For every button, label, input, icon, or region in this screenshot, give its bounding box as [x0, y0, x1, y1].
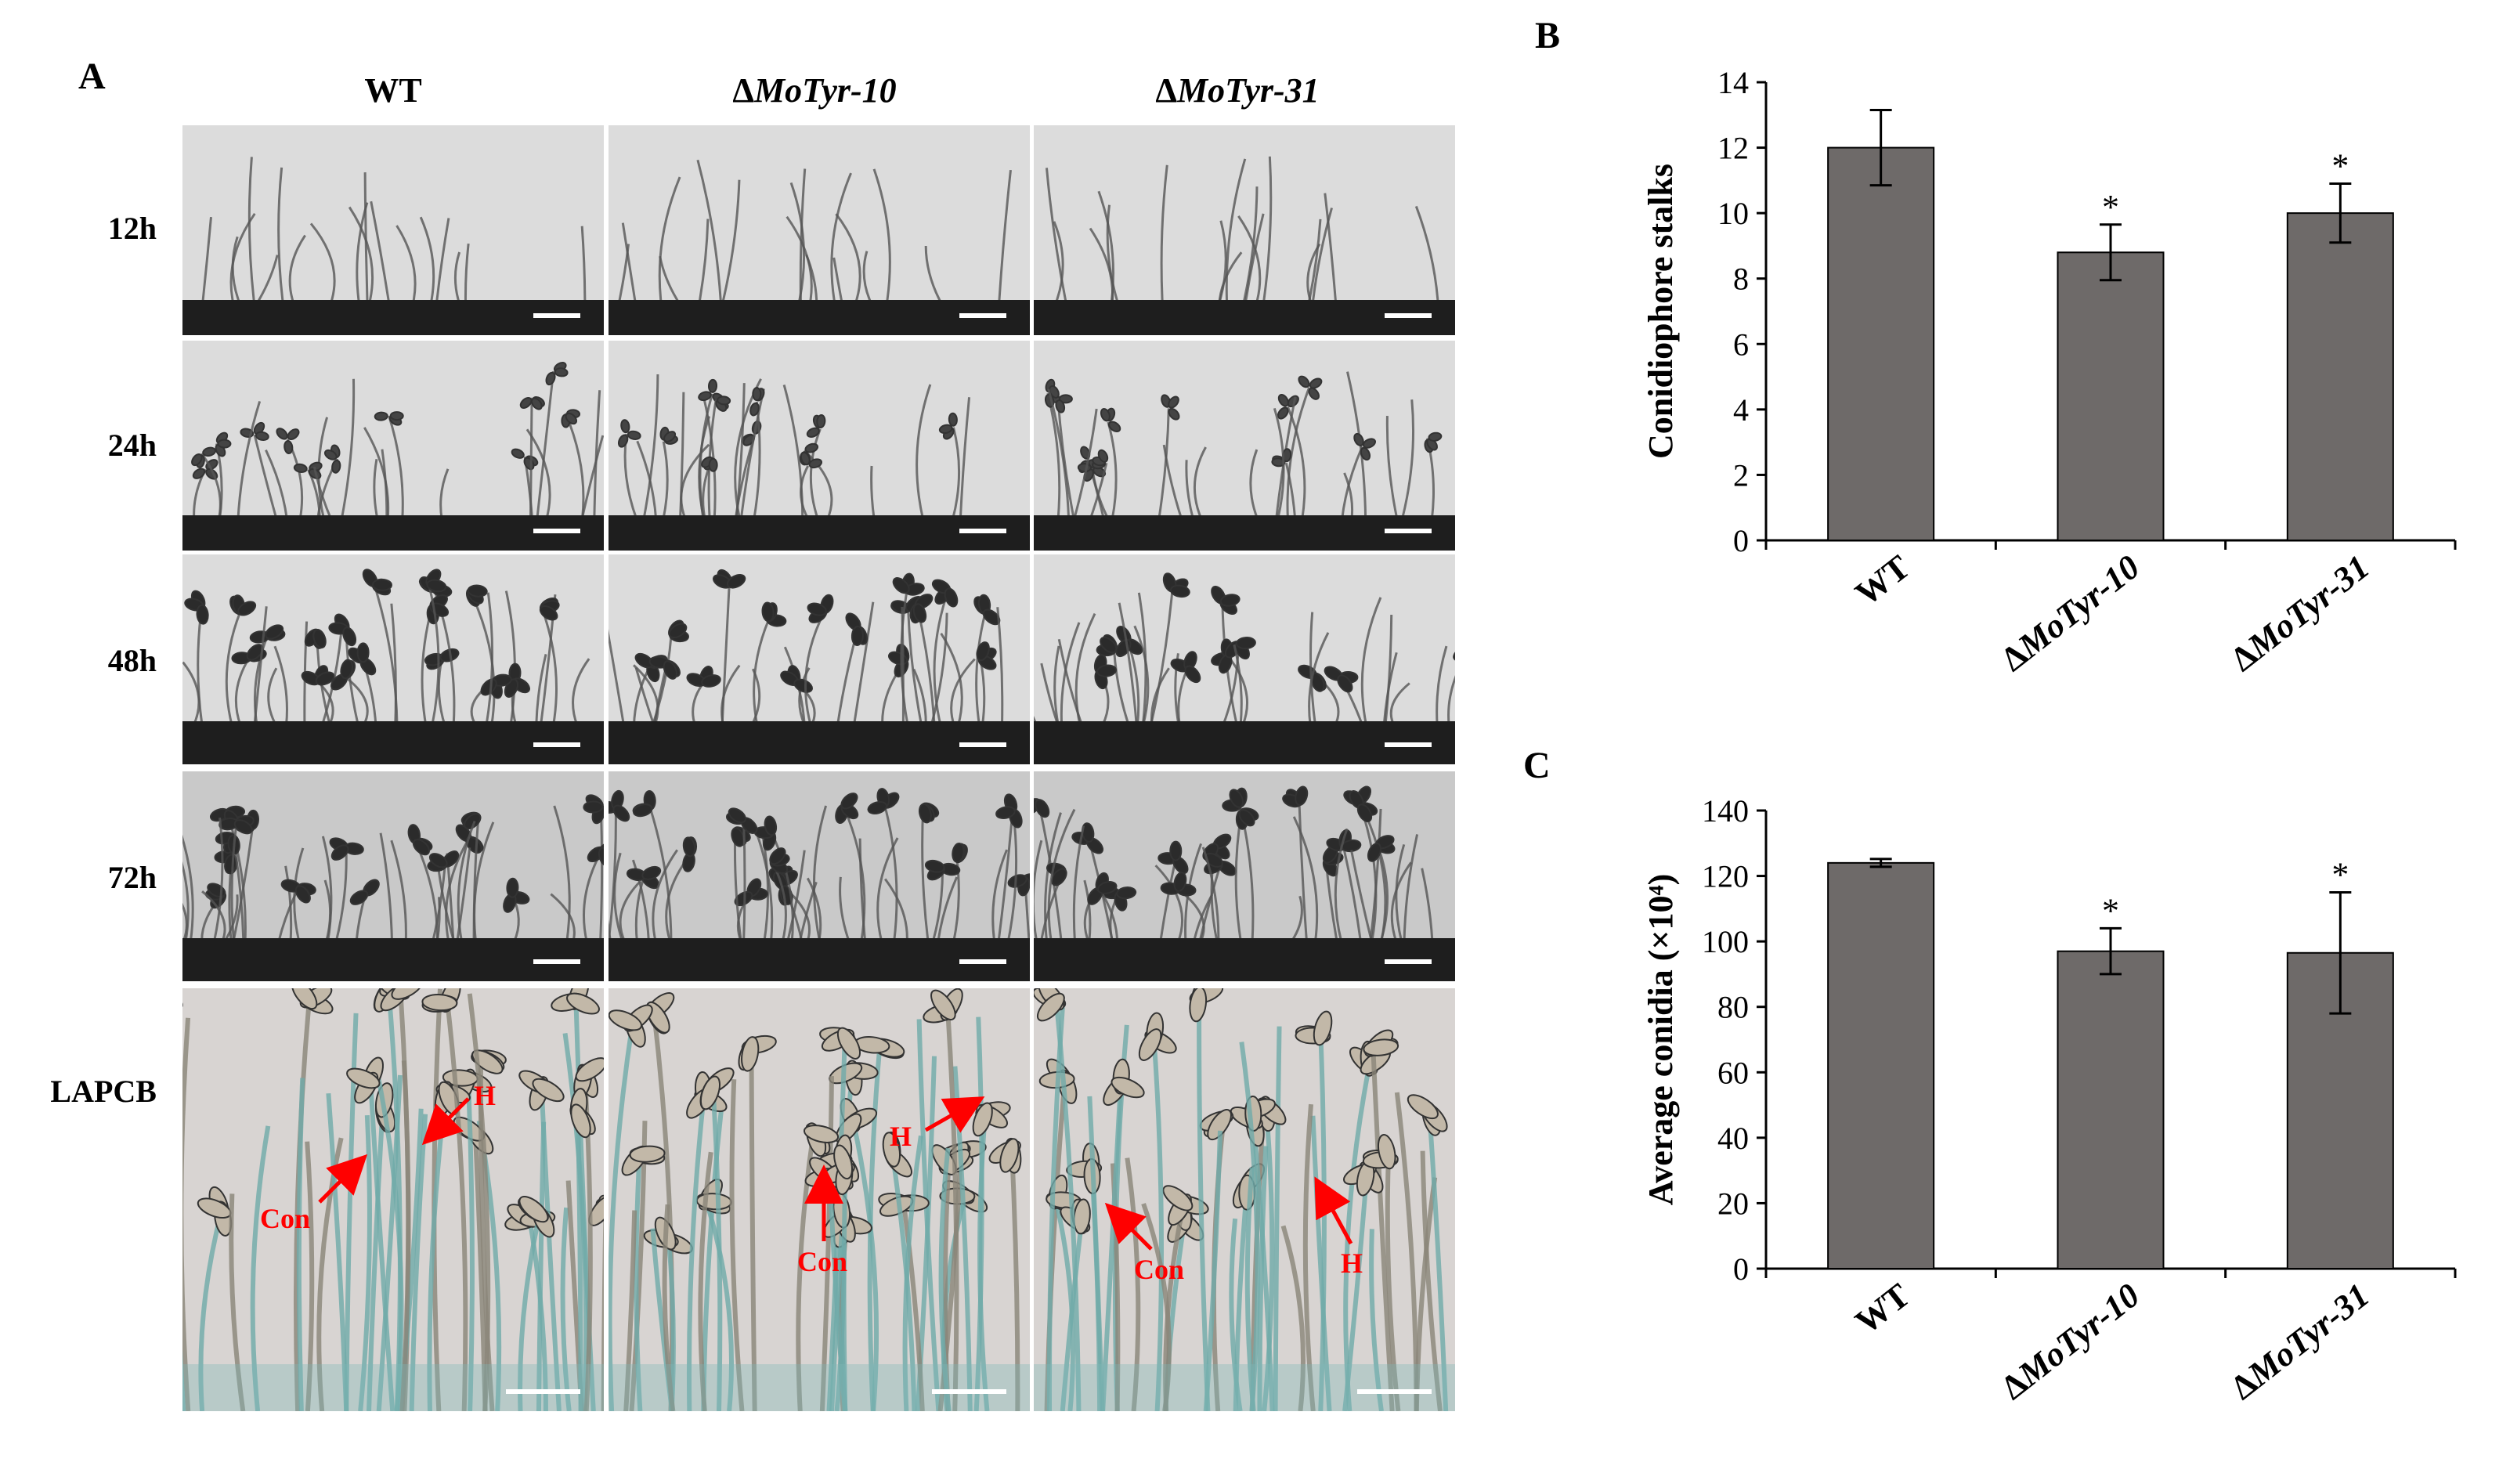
chart-b-bar-2: [2288, 213, 2393, 540]
chart-c-y-tick-label: 120: [1702, 859, 1749, 894]
chart-b-y-tick-label: 10: [1717, 196, 1749, 231]
chart-c-y-tick-label: 20: [1717, 1186, 1749, 1221]
chart-b-y-tick-label: 0: [1733, 523, 1749, 558]
chart-b-x-tick-label-0: WT: [1848, 547, 1917, 613]
chart-b-y-tick-label: 14: [1717, 65, 1749, 100]
chart-c-x-tick-label-2: ΔMoTyr-31: [2223, 1276, 2376, 1406]
chart-c-y-tick-label: 80: [1717, 990, 1749, 1025]
chart-b-bar-1: [2058, 252, 2164, 540]
tyr31-h-label: H: [1341, 1247, 1363, 1280]
chart-c-x-tick-label-0: WT: [1848, 1276, 1917, 1341]
chart-b-significance-1: *: [2102, 188, 2119, 226]
chart-c-svg: 0 20 40 60 80 100 120 140 WT * ΔMoTyr-10 * ΔMoTyr-31…: [1629, 791, 2490, 1480]
chart-b-bar-0: [1828, 148, 1934, 540]
panel-c-label: C: [1523, 744, 1551, 787]
chart-b-y-tick-label: 12: [1717, 131, 1749, 166]
chart-c-bar-0: [1828, 863, 1934, 1269]
chart-b-svg: 0 2 4 6 8 10 12 14 WT * ΔMoTyr-10 * ΔMoTyr-31 Conidio…: [1629, 63, 2490, 767]
chart-c-significance-2: *: [2331, 855, 2349, 894]
chart-b-y-tick-label: 8: [1733, 262, 1749, 297]
wt-h-label: H: [474, 1079, 496, 1112]
chart-c-y-tick-label: 0: [1733, 1251, 1749, 1287]
chart-c-bar-1: [2058, 951, 2164, 1269]
chart-c-y-tick-label: 140: [1702, 793, 1749, 829]
panel-b-label: B: [1535, 14, 1560, 57]
chart-b-significance-2: *: [2331, 147, 2349, 186]
chart-b-x-tick-label-2: ΔMoTyr-31: [2223, 547, 2376, 678]
tyr31-h-arrow: [1322, 1190, 1351, 1244]
tyr10-h-label: H: [890, 1120, 912, 1153]
chart-b-y-tick-label: 2: [1733, 457, 1749, 493]
wt-con-label: Con: [260, 1202, 310, 1235]
chart-c-y-axis-label: Average conidia (×10⁴): [1641, 874, 1680, 1206]
chart-b-x-tick-label-1: ΔMoTyr-10: [1994, 547, 2147, 678]
chart-c-y-tick-label: 60: [1717, 1055, 1749, 1090]
chart-b-y-tick-label: 4: [1733, 392, 1749, 428]
chart-b: 0 2 4 6 8 10 12 14 WT * ΔMoTyr-10 * ΔMoTyr-31 Conidio…: [1629, 63, 2490, 767]
chart-c-y-tick-label: 100: [1702, 924, 1749, 959]
tyr10-con-label: Con: [797, 1245, 847, 1278]
chart-c-x-tick-label-1: ΔMoTyr-10: [1994, 1276, 2147, 1406]
chart-c: 0 20 40 60 80 100 120 140 WT * ΔMoTyr-10 * ΔMoTyr-31…: [1629, 791, 2490, 1480]
tyr31-con-arrow: [1116, 1214, 1151, 1249]
chart-b-y-axis-label: Conidiophore stalks: [1641, 164, 1680, 459]
chart-c-significance-1: *: [2102, 891, 2119, 930]
tyr31-con-label: Con: [1134, 1253, 1184, 1286]
wt-con-arrow: [320, 1165, 356, 1202]
chart-c-y-tick-label: 40: [1717, 1121, 1749, 1156]
tyr10-h-arrow: [926, 1104, 971, 1130]
wt-h-arrow: [433, 1099, 468, 1134]
chart-b-y-tick-label: 6: [1733, 327, 1749, 362]
